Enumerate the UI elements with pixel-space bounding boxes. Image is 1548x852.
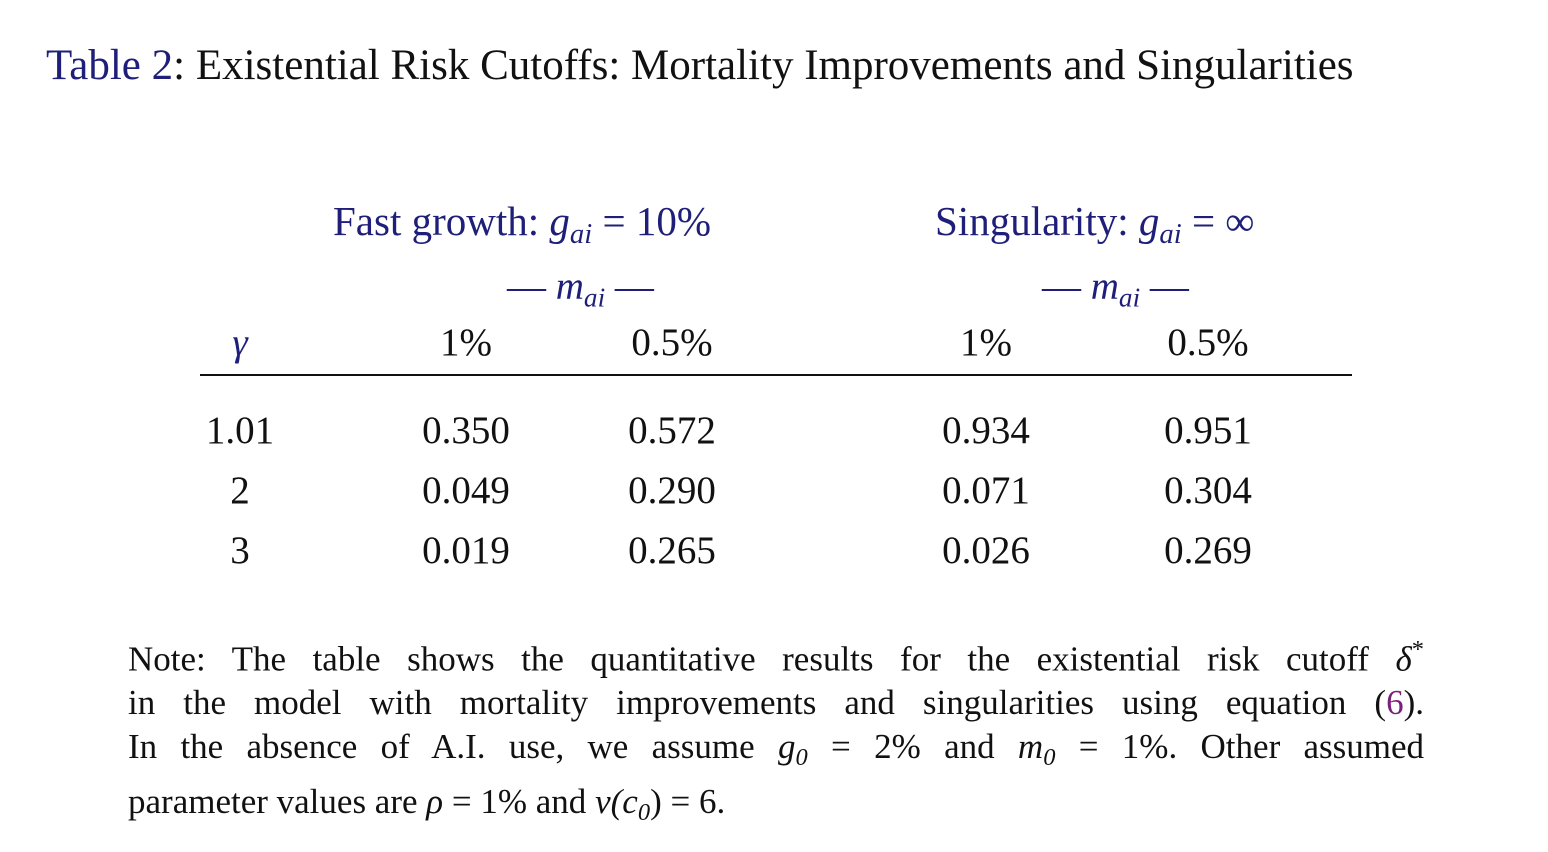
group-name: Fast growth:: [333, 198, 540, 244]
note-text: Other assumed: [1200, 727, 1425, 767]
table-label: Table 2: [46, 42, 174, 89]
note-math-sub: 0: [637, 799, 651, 827]
note-text: parameter values are: [128, 782, 418, 822]
note-math-star: *: [1411, 636, 1424, 663]
subheader-mai-fast: — mai —: [507, 262, 654, 323]
mai-var: m: [555, 265, 584, 308]
group-math-sub: ai: [569, 218, 593, 251]
table-cell: 2: [230, 469, 250, 512]
group-name: Singularity:: [935, 198, 1129, 244]
table-cell: 0.304: [1164, 469, 1252, 512]
note-math-delta: δ: [1395, 639, 1412, 679]
note-text: and: [535, 782, 587, 822]
group-math-rhs: = 10%: [602, 198, 712, 244]
table-cell: 0.071: [942, 469, 1030, 512]
equation-ref-link[interactable]: 6: [1386, 683, 1404, 723]
group-math-sub: ai: [1159, 218, 1182, 251]
group-math-var: g: [1138, 198, 1160, 244]
table-cell: 0.934: [942, 409, 1030, 452]
note-line-4: parameter values are ρ = 1% and v(c0) = …: [128, 780, 1424, 835]
table-caption: Table 2: Existential Risk Cutoffs: Morta…: [46, 36, 1354, 96]
note-text: Note: The table shows the quantitative r…: [128, 639, 1369, 679]
note-text: in the model with mortality improvements…: [128, 683, 1387, 723]
dash-left: —: [507, 265, 546, 308]
note-math-v: v: [595, 782, 611, 822]
table-cell: 3: [230, 529, 250, 572]
dash-right: —: [1149, 265, 1189, 308]
note-math-rho: ρ: [426, 782, 444, 822]
note-line-2: in the model with mortality improvements…: [128, 681, 1424, 725]
group-math-rhs: = ∞: [1191, 198, 1255, 244]
note-math-c: (c: [610, 782, 638, 822]
table-cell: 0.350: [422, 409, 510, 452]
dash-right: —: [614, 265, 654, 308]
group-header-fast-growth: Fast growth: gai = 10%: [333, 194, 711, 261]
header-rule: [200, 374, 1352, 376]
table-cell: 0.265: [628, 529, 716, 572]
note-math-sub: 0: [1043, 744, 1056, 772]
column-header: 1%: [960, 321, 1012, 364]
table-cell: 0.951: [1164, 409, 1252, 452]
table-title: : Existential Risk Cutoffs: Mortality Im…: [173, 42, 1354, 89]
note-math-rhs: = 1%.: [1078, 727, 1178, 767]
table-cell: 0.019: [422, 529, 510, 572]
column-header: 0.5%: [1167, 321, 1249, 364]
note-math-rhs: = 1%: [451, 782, 528, 822]
table-cell: 0.290: [628, 469, 716, 512]
note-text: ).: [1403, 683, 1424, 723]
column-header-gamma: γ: [232, 321, 248, 364]
table-cell: 0.572: [628, 409, 716, 452]
group-math-var: g: [549, 198, 570, 244]
note-math-rhs: = 2%: [831, 727, 921, 767]
note-line-3: In the absence of A.I. use, we assume g0…: [128, 725, 1424, 780]
note-text: and: [944, 727, 995, 767]
group-header-singularity: Singularity: gai = ∞: [935, 194, 1255, 261]
column-header: 1%: [440, 321, 492, 364]
table-cell: 0.049: [422, 469, 510, 512]
table-cell: 1.01: [205, 409, 275, 452]
mai-sub: ai: [583, 282, 606, 313]
table-cell: 0.269: [1164, 529, 1252, 572]
note-math-rhs: ) = 6.: [650, 782, 726, 822]
mai-sub: ai: [1118, 282, 1141, 313]
note-math-g: g: [777, 727, 796, 767]
table-cell: 0.026: [942, 529, 1030, 572]
column-header: 0.5%: [631, 321, 713, 364]
dash-left: —: [1042, 265, 1081, 308]
mai-var: m: [1090, 265, 1119, 308]
subheader-mai-singularity: — mai —: [1042, 262, 1189, 323]
note-math-sub: 0: [795, 744, 808, 772]
note-line-1: Note: The table shows the quantitative r…: [128, 628, 1424, 681]
table-note: Note: The table shows the quantitative r…: [128, 628, 1424, 835]
note-text: In the absence of A.I. use, we assume: [128, 727, 755, 767]
note-math-m: m: [1017, 727, 1044, 767]
